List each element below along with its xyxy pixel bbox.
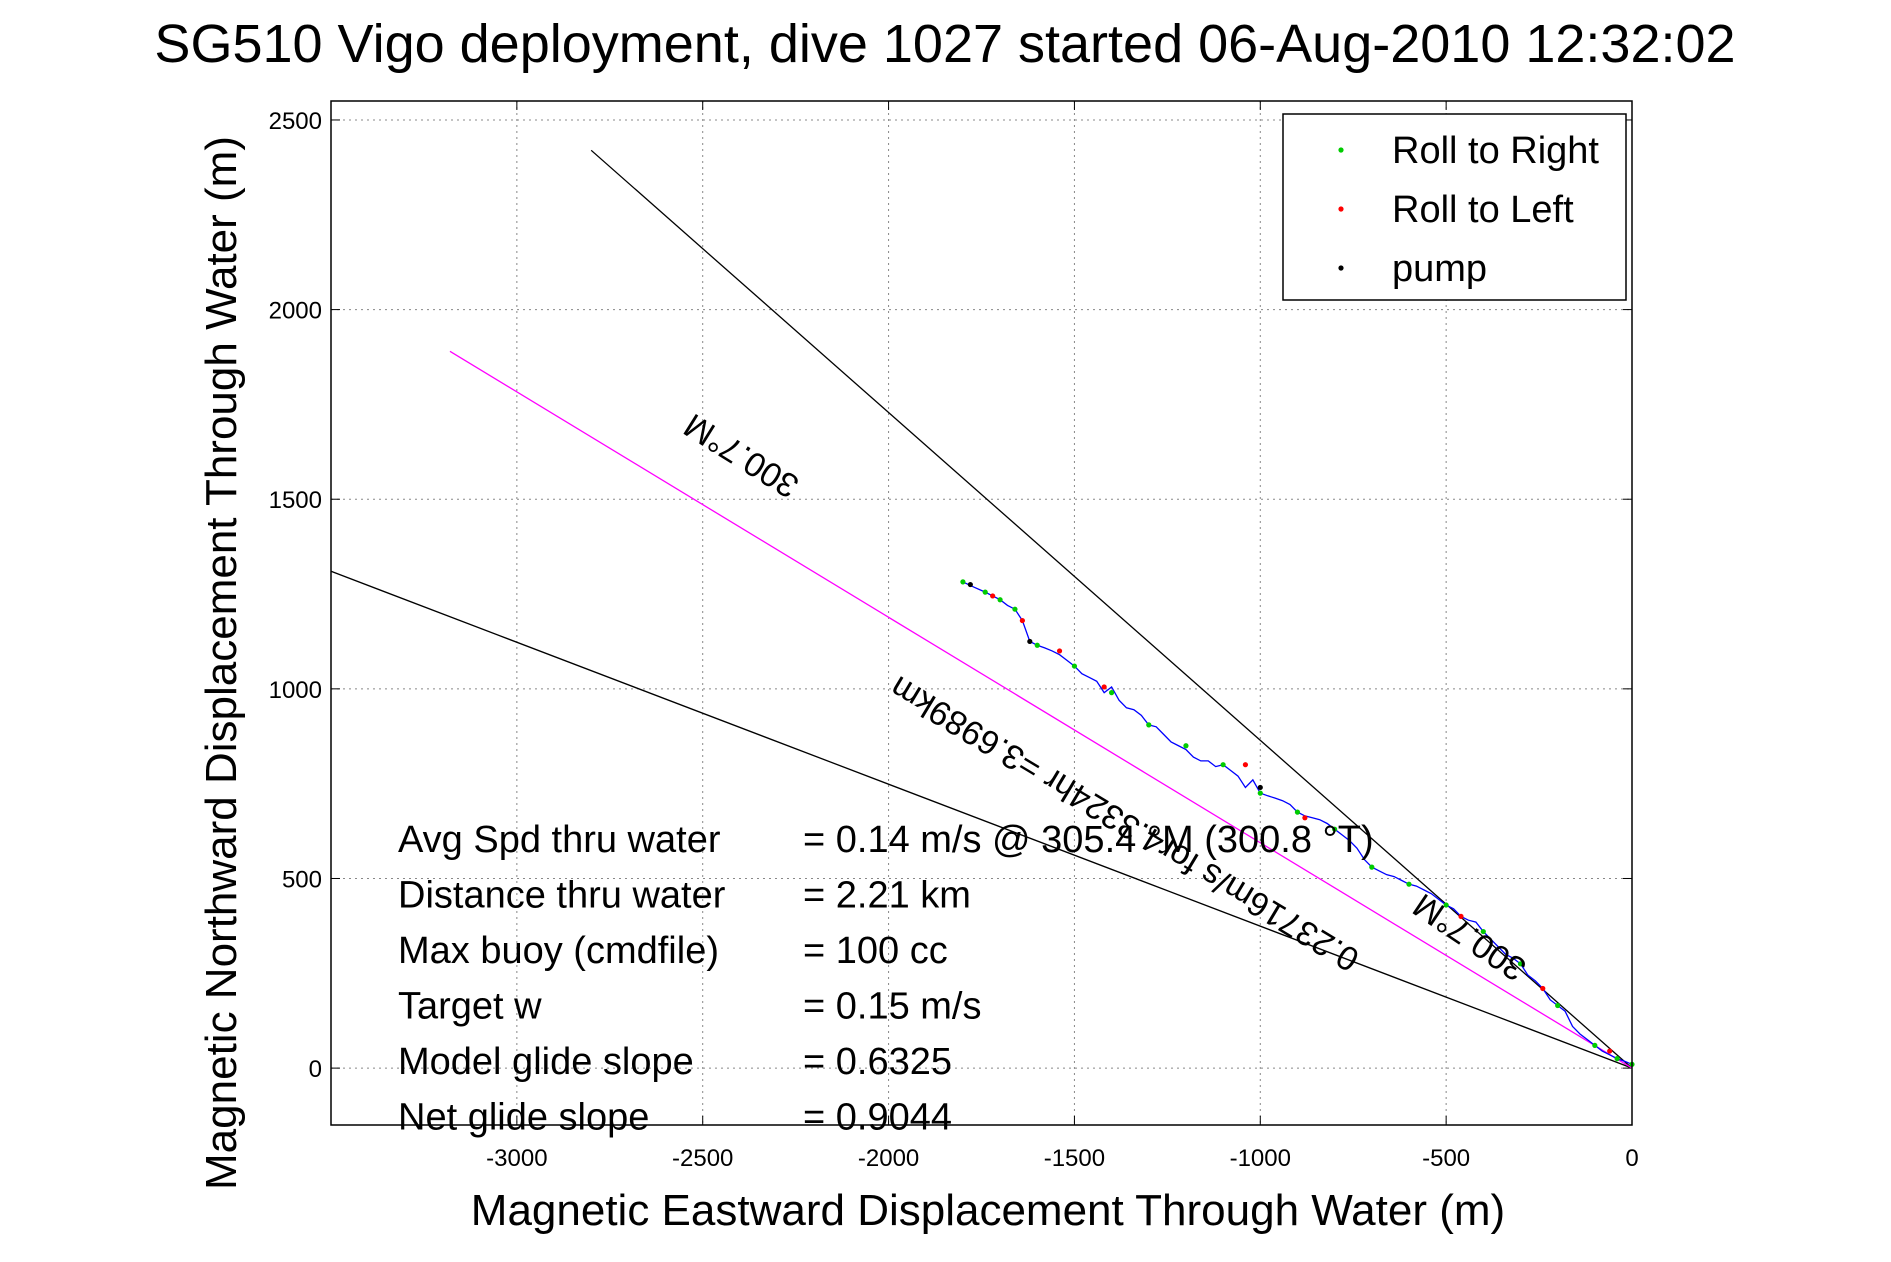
chart-title: SG510 Vigo deployment, dive 1027 started… bbox=[154, 14, 1735, 74]
x-tick-label: -2500 bbox=[672, 1145, 733, 1172]
annotation-value: = 0.15 m/s bbox=[803, 986, 981, 1028]
roll-right-point bbox=[1406, 881, 1412, 887]
roll-right-point bbox=[1146, 722, 1152, 728]
y-tick-label: 2000 bbox=[269, 298, 322, 325]
roll-right-point bbox=[1332, 826, 1338, 832]
plot-frame bbox=[330, 100, 1633, 1126]
y-tick-label: 1000 bbox=[269, 677, 322, 704]
annotation-label: Model glide slope bbox=[398, 1041, 694, 1083]
roll-right-point bbox=[1480, 928, 1486, 935]
legend: Roll to Right Roll to Left pump bbox=[1282, 113, 1627, 301]
stats-annotation: Avg Spd thru water = 0.14 m/s @ 305.4 °M … bbox=[398, 819, 1374, 1139]
roll-left-point bbox=[1607, 1048, 1613, 1054]
roll-right-point bbox=[1592, 1042, 1598, 1048]
legend-marker bbox=[1338, 265, 1344, 271]
roll-right-point bbox=[1257, 790, 1263, 796]
reference-line bbox=[330, 570, 1633, 1069]
roll-right-point bbox=[1517, 961, 1524, 967]
x-tick-label: -500 bbox=[1422, 1145, 1470, 1172]
annotation-label: Max buoy (cmdfile) bbox=[398, 930, 719, 972]
x-tick-label: 0 bbox=[1625, 1145, 1638, 1172]
roll-left-point bbox=[1056, 648, 1063, 654]
x-tick-label: -2000 bbox=[858, 1145, 919, 1172]
annotation-value: = 2.21 km bbox=[803, 875, 971, 917]
pump-point bbox=[1257, 784, 1263, 791]
roll-left-point bbox=[1458, 913, 1464, 920]
y-tick-label: 0 bbox=[309, 1056, 322, 1083]
legend-label: pump bbox=[1392, 248, 1487, 290]
x-tick-label: -3000 bbox=[486, 1145, 547, 1172]
roll-left-point bbox=[990, 593, 996, 599]
roll-right-point bbox=[1034, 642, 1040, 648]
roll-right-point bbox=[1012, 606, 1018, 612]
roll-right-point bbox=[1443, 902, 1449, 908]
x-axis-label: Magnetic Eastward Displacement Through W… bbox=[471, 1186, 1505, 1235]
roll-right-point bbox=[1294, 809, 1301, 815]
y-tick-label: 2500 bbox=[269, 108, 322, 135]
x-tick-label: -1000 bbox=[1230, 1145, 1291, 1172]
reference-line bbox=[590, 149, 1633, 1069]
y-tick-label: 1500 bbox=[269, 487, 322, 514]
roll-left-point bbox=[1019, 617, 1025, 624]
legend-label: Roll to Right bbox=[1392, 130, 1599, 172]
legend-marker bbox=[1338, 206, 1344, 212]
roll-right-point bbox=[997, 597, 1003, 603]
roll-right-point bbox=[1555, 1002, 1561, 1009]
roll-right-point bbox=[1220, 762, 1226, 768]
annotation-label: Net glide slope bbox=[398, 1097, 649, 1139]
roll-left-point bbox=[1101, 684, 1107, 690]
annotation-value: = 0.9044 bbox=[803, 1097, 952, 1139]
roll-right-point bbox=[1109, 690, 1115, 696]
annotation-label: Avg Spd thru water bbox=[398, 819, 721, 861]
reference-line bbox=[449, 350, 1633, 1069]
legend-marker bbox=[1338, 147, 1344, 153]
roll-left-point bbox=[1302, 815, 1308, 821]
pump-point bbox=[1027, 638, 1033, 645]
pump-point bbox=[967, 581, 973, 588]
roll-right-point bbox=[1071, 663, 1078, 669]
y-axis-label: Magnetic Northward Displacement Through … bbox=[197, 136, 246, 1190]
annotation-value: = 0.14 m/s @ 305.4 °M (300.8 °T) bbox=[803, 819, 1374, 861]
roll-left-point bbox=[1242, 762, 1249, 768]
roll-right-point bbox=[1614, 1056, 1620, 1062]
annotation-value: = 100 cc bbox=[803, 930, 948, 972]
roll-right-point bbox=[960, 579, 966, 585]
roll-right-point bbox=[1369, 864, 1375, 870]
x-tick-label: -1500 bbox=[1044, 1145, 1105, 1172]
annotation-label: Distance thru water bbox=[398, 875, 726, 917]
roll-right-point bbox=[1183, 743, 1189, 749]
legend-label: Roll to Left bbox=[1392, 189, 1574, 231]
annotation-value: = 0.6325 bbox=[803, 1041, 952, 1083]
y-tick-label: 500 bbox=[282, 866, 322, 893]
roll-left-point bbox=[1540, 985, 1546, 992]
roll-right-point bbox=[982, 589, 988, 595]
annotation-label: Target w bbox=[398, 986, 542, 1028]
